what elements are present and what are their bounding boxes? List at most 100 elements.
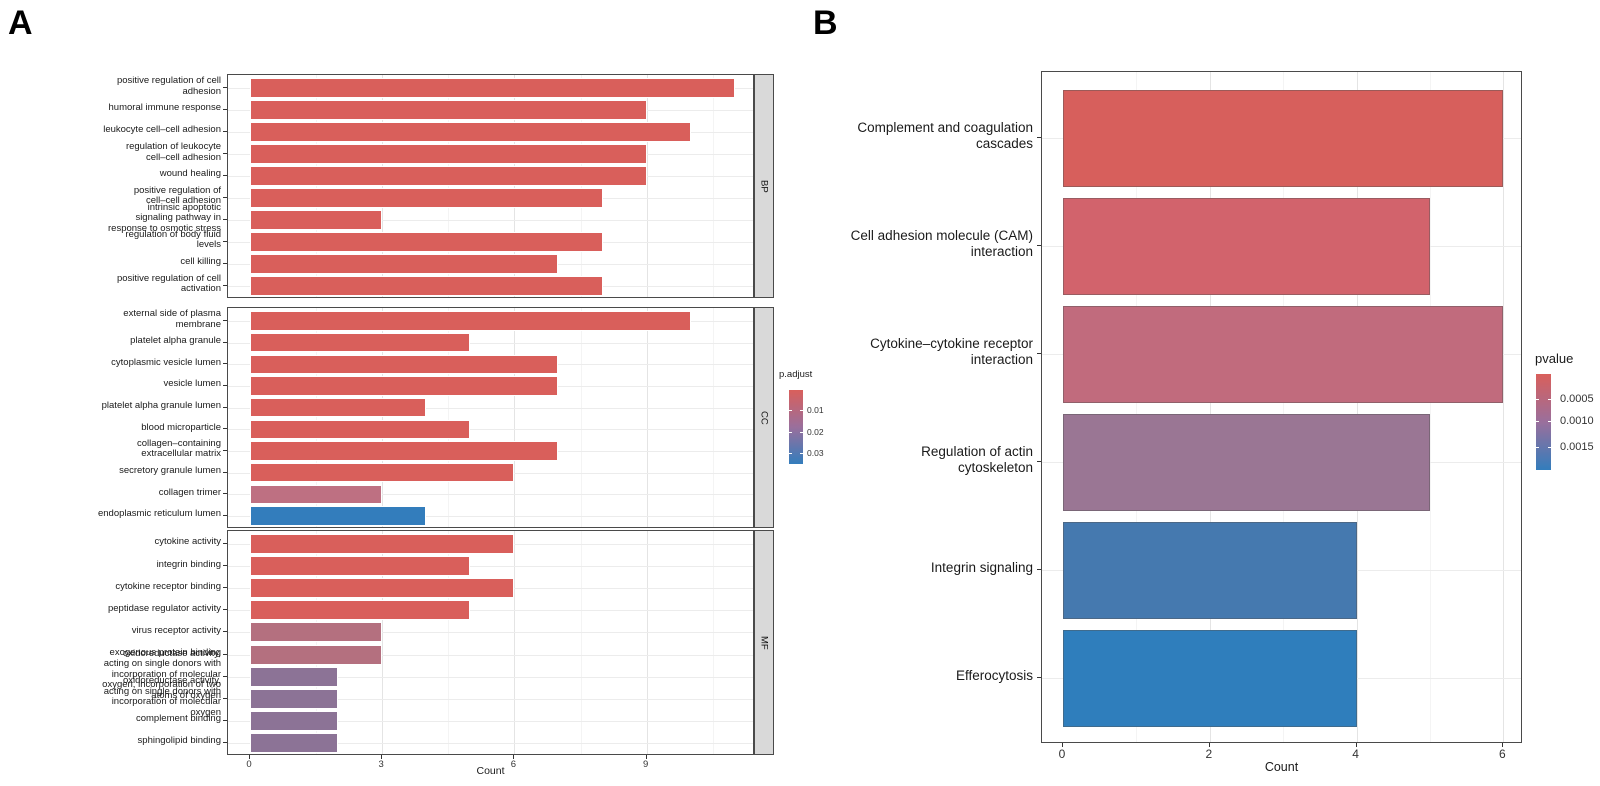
bar-cc-4 <box>250 397 427 418</box>
x-tick <box>381 755 383 759</box>
y-tick <box>223 587 227 589</box>
bar-cc-2 <box>250 354 559 375</box>
x-tick-label: 2 <box>1205 747 1213 761</box>
bar-bp-6 <box>250 210 383 230</box>
gridline-row <box>228 720 753 722</box>
bar-pathway-5 <box>1063 629 1357 727</box>
bar-cc-3 <box>250 376 559 396</box>
x-axis-title-b: Count <box>1264 760 1299 774</box>
y-tick <box>223 631 227 633</box>
y-tick <box>223 428 227 430</box>
y-tick <box>223 284 227 286</box>
gridline-minor <box>316 531 318 754</box>
legend-tick <box>789 432 792 433</box>
facet-strip-label: BP <box>758 179 770 193</box>
y-tick <box>223 87 227 89</box>
y-axis-label: virus receptor activity <box>131 624 221 636</box>
y-axis-label: external side of plasma membrane <box>123 308 221 330</box>
gridline-major <box>382 531 384 754</box>
y-tick <box>223 697 227 699</box>
bar-bp-4 <box>250 166 647 186</box>
x-tick-label: 0 <box>246 759 252 770</box>
y-axis-label: Efferocytosis <box>955 667 1033 683</box>
bar-pathway-0 <box>1063 89 1504 187</box>
x-tick-label: 6 <box>510 759 517 770</box>
y-tick <box>223 675 227 677</box>
y-axis-label: blood microparticle <box>141 421 221 433</box>
bar-bp-2 <box>250 122 691 143</box>
bar-bp-5 <box>250 188 603 208</box>
bar-mf-0 <box>250 534 515 555</box>
bar-mf-8 <box>250 710 339 731</box>
y-axis-label: sphingolipid binding <box>137 735 221 747</box>
y-axis-label: oxidoreductase activity, acting on singl… <box>102 647 221 701</box>
y-tick <box>1037 245 1041 246</box>
legend-tick <box>1536 399 1539 400</box>
bar-mf-1 <box>250 556 471 577</box>
bar-bp-0 <box>250 78 735 99</box>
gridline-minor <box>1136 72 1138 742</box>
y-tick <box>223 719 227 721</box>
gridline-major <box>646 75 648 297</box>
bar-cc-1 <box>250 332 471 353</box>
legend-tick <box>1548 421 1551 422</box>
bar-mf-6 <box>250 666 339 687</box>
y-axis-label: peptidase regulator activity <box>107 602 221 614</box>
y-tick <box>223 262 227 264</box>
gridline-minor <box>712 308 714 527</box>
x-axis-title-a: Count <box>476 765 505 777</box>
panel-b-label: B <box>813 4 838 42</box>
legend-tick <box>1536 421 1539 422</box>
legend-gradient <box>1536 374 1551 470</box>
y-axis-label: Complement and coagulation cascades <box>857 119 1033 152</box>
bar-cc-7 <box>250 462 515 483</box>
y-tick <box>223 341 227 343</box>
gridline-row <box>228 515 753 517</box>
y-axis-label: Regulation of actin cytoskeleton <box>921 443 1033 476</box>
x-tick <box>645 755 647 759</box>
bar-mf-3 <box>250 600 471 621</box>
y-tick <box>223 406 227 408</box>
y-tick <box>1037 137 1041 138</box>
legend-tick-label: 0.0010 <box>1560 415 1594 427</box>
bar-pathway-3 <box>1063 413 1430 511</box>
legend-tick <box>789 453 792 454</box>
gridline-minor <box>580 308 582 527</box>
y-axis-label: cytokine receptor binding <box>115 580 221 592</box>
x-tick-label: 4 <box>1352 747 1359 761</box>
gridline-major <box>382 75 384 297</box>
y-tick <box>223 741 227 743</box>
legend-tick-label: 0.03 <box>807 448 824 458</box>
y-axis-label: regulation of body fluid levels <box>125 228 221 251</box>
gridline-major <box>514 531 516 754</box>
y-tick <box>223 385 227 386</box>
y-axis-label: positive regulation of cell activation <box>116 272 221 295</box>
x-tick <box>1208 743 1210 747</box>
y-tick <box>223 175 227 177</box>
legend-tick-label: 0.0015 <box>1560 441 1594 453</box>
x-tick-label: 6 <box>1499 747 1506 761</box>
y-tick <box>223 493 227 495</box>
gridline-minor <box>448 75 450 297</box>
gridline-minor <box>316 75 318 297</box>
y-tick <box>223 543 227 545</box>
legend-tick <box>1548 447 1551 448</box>
legend-tick-label: 0.0005 <box>1560 393 1594 405</box>
gridline-minor <box>580 531 582 754</box>
x-tick <box>249 755 250 759</box>
x-tick-label: 9 <box>642 759 649 770</box>
y-tick <box>223 196 227 198</box>
x-tick <box>513 755 515 759</box>
y-axis-label: Cytokine–cytokine receptor interaction <box>870 335 1033 368</box>
pathway-panel <box>1041 71 1522 743</box>
legend-tick-label: 0.01 <box>807 405 824 415</box>
y-axis-label: secretory granule lumen <box>119 464 221 476</box>
gridline-minor <box>316 308 318 527</box>
bar-bp-9 <box>250 275 603 296</box>
x-tick <box>1502 743 1504 747</box>
y-axis-label: exogenous protein binding <box>109 646 221 658</box>
bar-bp-8 <box>250 253 559 274</box>
gridline-minor <box>712 75 714 297</box>
bar-pathway-2 <box>1063 305 1504 403</box>
